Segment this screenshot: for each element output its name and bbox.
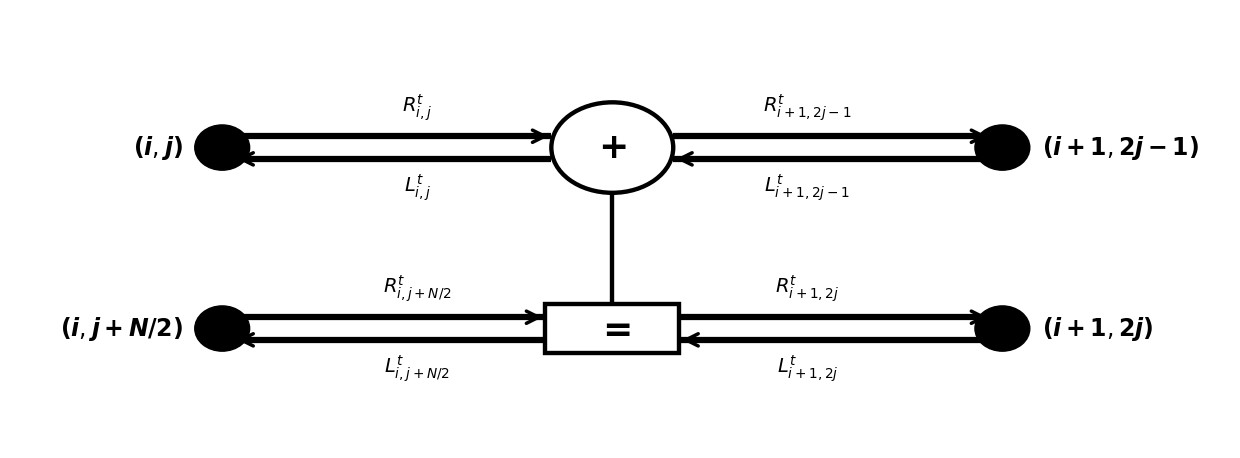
Text: $\boldsymbol{(i,j)}$: $\boldsymbol{(i,j)}$ [133, 134, 182, 162]
Text: $R^t_{i,j+N/2}$: $R^t_{i,j+N/2}$ [383, 273, 451, 304]
Text: $L^t_{i+1,2j}$: $L^t_{i+1,2j}$ [776, 354, 838, 384]
Text: $R^t_{i+1,2j}$: $R^t_{i+1,2j}$ [775, 273, 839, 304]
Text: $L^t_{i,j+N/2}$: $L^t_{i,j+N/2}$ [384, 354, 450, 384]
Ellipse shape [975, 306, 1029, 351]
Text: $\mathbf{+}$: $\mathbf{+}$ [598, 131, 626, 164]
Text: $R^t_{i+1,2j-1}$: $R^t_{i+1,2j-1}$ [763, 92, 852, 123]
Bar [546, 304, 680, 354]
Text: $L^t_{i+1,2j-1}$: $L^t_{i+1,2j-1}$ [765, 173, 851, 203]
Text: $\boldsymbol{(i+1,2j-1)}$: $\boldsymbol{(i+1,2j-1)}$ [1042, 134, 1199, 162]
Ellipse shape [552, 102, 673, 193]
Text: $L^t_{i,j}$: $L^t_{i,j}$ [403, 173, 432, 203]
Text: $\boldsymbol{(i+1,2j)}$: $\boldsymbol{(i+1,2j)}$ [1042, 315, 1153, 343]
Ellipse shape [195, 125, 249, 170]
Text: $R^t_{i,j}$: $R^t_{i,j}$ [402, 92, 433, 123]
Text: $\boldsymbol{(i,j+N/2)}$: $\boldsymbol{(i,j+N/2)}$ [60, 315, 182, 343]
Ellipse shape [195, 306, 249, 351]
Text: $\mathbf{=}$: $\mathbf{=}$ [594, 311, 630, 345]
Ellipse shape [975, 125, 1029, 170]
